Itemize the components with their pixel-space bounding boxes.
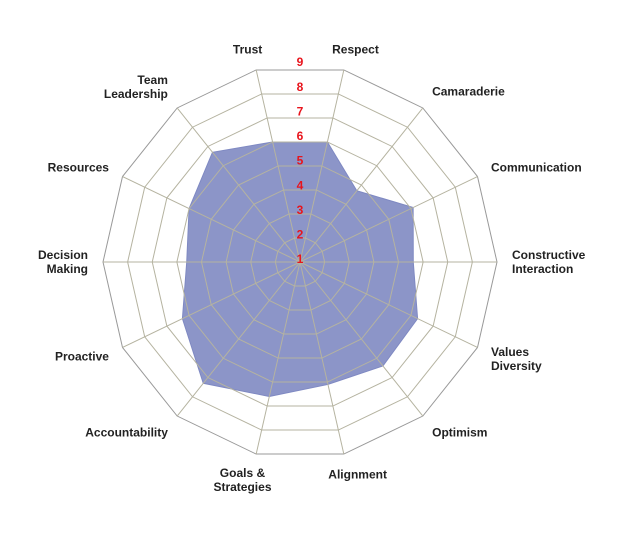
spoke [299,261,345,455]
category-label: Camaraderie [432,84,505,99]
category-label: Accountability [85,425,168,440]
category-label: Trust [232,42,263,57]
r-tick-label: 6 [297,129,304,143]
r-tick-label: 1 [297,252,304,266]
spoke [255,261,301,455]
spoke [299,107,424,263]
spoke [255,69,301,263]
category-label: Alignment [328,467,387,482]
spoke [176,107,301,263]
r-tick-label: 8 [297,80,304,94]
spoke [122,176,301,263]
spoke [299,69,345,263]
r-tick-label: 7 [297,104,304,118]
category-label: Constructive Interaction [512,248,586,276]
category-label: Optimism [432,425,488,440]
r-tick-label: 4 [297,178,304,192]
category-label: Proactive [54,349,109,364]
category-label: Team Leadership [103,73,168,102]
r-tick-label: 5 [297,154,304,168]
r-tick-label: 3 [297,203,304,217]
spoke [299,261,478,348]
category-label: Resources [47,160,109,175]
category-label: Goals & Strategies [213,465,272,494]
r-tick-label: 9 [297,55,304,69]
spoke [176,261,301,417]
category-label: Communication [491,160,582,175]
spoke [299,176,478,263]
r-tick-label: 2 [297,228,304,242]
category-label: Decision Making [37,248,88,276]
spoke [122,261,301,348]
category-label: Respect [332,42,379,57]
spoke [299,261,424,417]
category-label: Values Diversity [491,344,542,373]
